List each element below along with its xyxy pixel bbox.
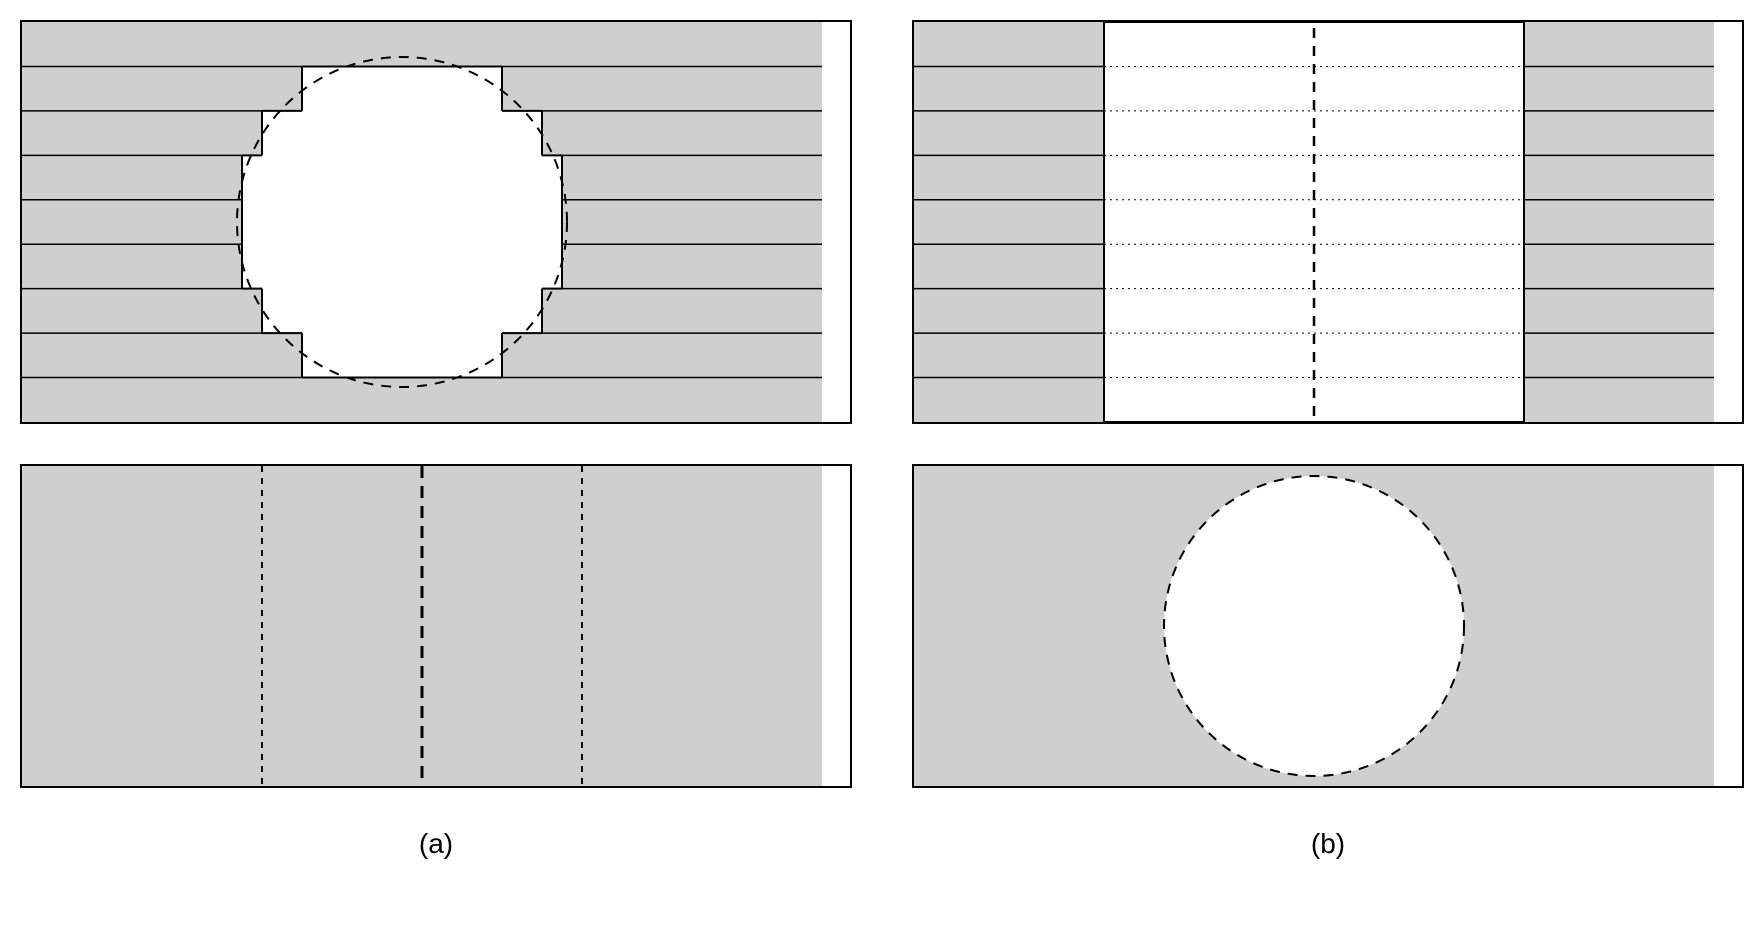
- svg-b-top: [914, 22, 1714, 422]
- label-a: (a): [20, 828, 852, 860]
- label-b: (b): [912, 828, 1744, 860]
- panel-b-bottom: [912, 464, 1744, 788]
- svg-b-bottom: [914, 466, 1714, 786]
- figure: (a) (b): [20, 20, 1744, 860]
- panel-a-bottom: [20, 464, 852, 788]
- svg-a-top: [22, 22, 822, 422]
- panel-b-top: [912, 20, 1744, 424]
- label-row: (a) (b): [20, 828, 1744, 860]
- panel-a-top: [20, 20, 852, 424]
- svg-a-bottom: [22, 466, 822, 786]
